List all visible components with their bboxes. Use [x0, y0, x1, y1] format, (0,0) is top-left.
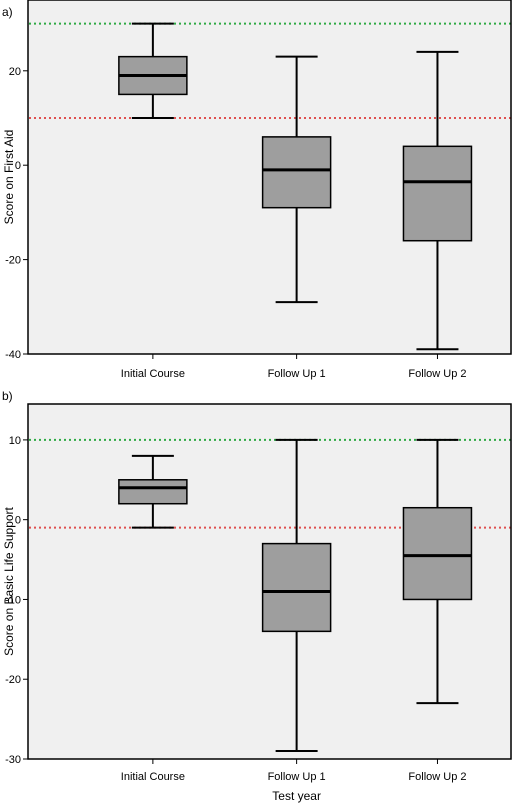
y-axis-label: Score on First Aid: [2, 130, 16, 225]
panel-a: Initial Course Follow Up 1 Follow Up 2 20 0 -…: [2, 0, 512, 380]
box-2: [261, 438, 332, 753]
iqr-box: [402, 145, 473, 242]
x-tick-label: Follow Up 1: [268, 368, 326, 380]
y-tick-label: 0: [15, 515, 21, 527]
panel-label: a): [2, 5, 13, 19]
iqr-box: [261, 136, 332, 209]
x-tick-label: Follow Up 2: [408, 368, 466, 380]
iqr-box: [261, 542, 332, 633]
y-tick-label: 10: [9, 435, 21, 447]
plot-frame: [27, 0, 512, 355]
y-axis-label: Score on Basic Life Support: [2, 506, 16, 655]
box-2: [261, 55, 332, 304]
panel-b: Initial Course Follow Up 1 Follow Up 2 10 0 -…: [2, 389, 512, 803]
panel-label: b): [2, 389, 13, 403]
box-3: [402, 438, 473, 705]
box-3: [402, 50, 473, 351]
y-tick-label: -40: [5, 349, 21, 361]
box-1: [118, 22, 188, 119]
x-tick-label: Follow Up 2: [408, 771, 466, 783]
y-tick-label: -20: [5, 674, 21, 686]
iqr-box: [402, 506, 473, 601]
iqr-box: [118, 479, 188, 505]
box-1: [118, 454, 188, 529]
y-tick-label: -20: [5, 255, 21, 267]
plot-frame: [27, 403, 512, 760]
y-tick-label: 0: [15, 160, 21, 172]
x-tick-label: Initial Course: [121, 368, 185, 380]
y-tick-label: 20: [9, 66, 21, 78]
x-axis-label: Test year: [272, 789, 321, 803]
x-tick-label: Initial Course: [121, 771, 185, 783]
y-tick-label: -10: [5, 594, 21, 606]
x-tick-label: Follow Up 1: [268, 771, 326, 783]
y-tick-label: -30: [5, 754, 21, 766]
